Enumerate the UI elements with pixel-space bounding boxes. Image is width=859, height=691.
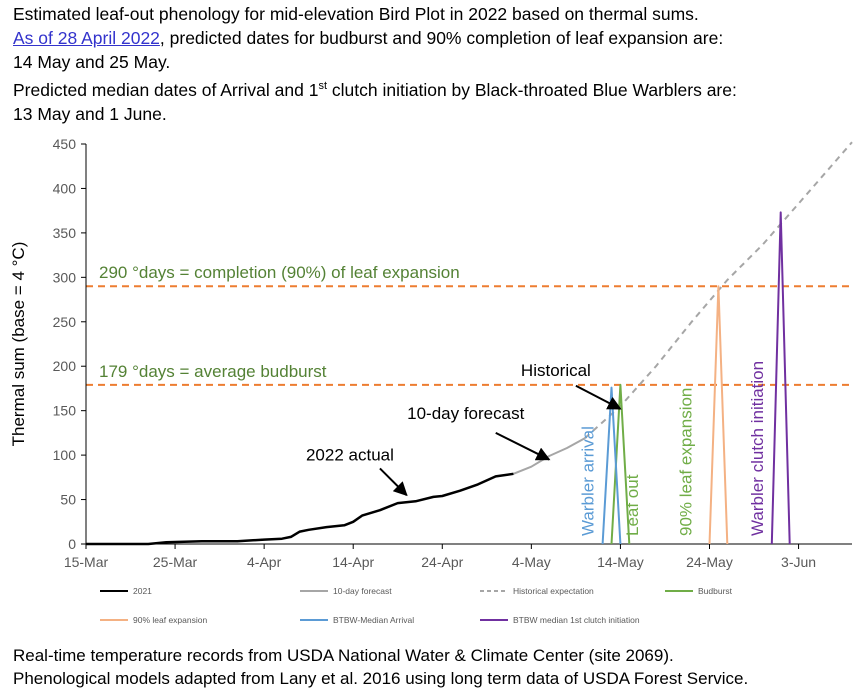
legend-label: BTBW-Median Arrival — [333, 615, 414, 625]
x-tick-label: 4-May — [512, 554, 551, 570]
annotation-label: Historical — [521, 361, 591, 380]
threshold-label: 290 °days = completion (90%) of leaf exp… — [99, 263, 460, 282]
y-tick-label: 0 — [68, 536, 76, 552]
header-line-3: 14 May and 25 May. — [13, 52, 171, 72]
y-tick-label: 200 — [53, 358, 77, 374]
thermal-sum-chart: 290 °days = completion (90%) of leaf exp… — [9, 136, 853, 625]
header-line-2-text: , predicted dates for budburst and 90% c… — [159, 28, 724, 48]
chart-labels: 2022 actual 10-day forecast Historical Warb… — [306, 361, 767, 536]
annotation-label: 10-day forecast — [407, 404, 524, 423]
legend-label: Historical expectation — [513, 586, 594, 596]
x-tick-label: 25-Mar — [153, 554, 198, 570]
series-historical-expectation — [584, 141, 853, 439]
vertical-event-label: 90% leaf expansion — [677, 388, 696, 536]
x-tick-label: 24-May — [686, 554, 733, 570]
y-tick-label: 300 — [53, 269, 77, 285]
y-tick-label: 400 — [53, 180, 77, 196]
header-line-4-superscript: st — [318, 80, 328, 92]
vertical-event-label: Warbler arrival — [579, 426, 598, 536]
legend-label: BTBW median 1st clutch initiation — [513, 615, 640, 625]
header-line-4-text-end: clutch initiation by Black-throated Blue… — [327, 79, 737, 100]
x-tick-label: 14-Apr — [332, 554, 374, 570]
series-btbw-median-1st-clutch-initiation — [770, 211, 791, 545]
footer-line-1: Real-time temperature records from USDA … — [13, 646, 674, 665]
annotation-arrow — [495, 431, 551, 461]
y-axis-title: Thermal sum (base = 4 °C) — [9, 242, 28, 447]
vertical-event-label: Warbler clutch initiation — [748, 361, 767, 536]
legend-label: 90% leaf expansion — [133, 615, 207, 625]
footer-line-2: Phenological models adapted from Lany et… — [13, 669, 749, 688]
y-tick-label: 250 — [53, 314, 77, 330]
series-2021 — [86, 472, 514, 546]
y-tick-label: 100 — [53, 447, 77, 463]
y-tick-label: 50 — [60, 492, 76, 508]
annotation-arrow — [379, 467, 408, 497]
y-tick-label: 150 — [53, 403, 77, 419]
header-line-4: Predicted median dates of Arrival and 1s… — [13, 74, 853, 102]
x-tick-label: 24-Apr — [421, 554, 463, 570]
x-tick-label: 3-Jun — [781, 554, 816, 570]
annotation-arrow — [575, 384, 622, 410]
legend-label: 2021 — [133, 586, 152, 596]
annotation-label: 2022 actual — [306, 445, 394, 464]
series-90-leaf-expansion — [708, 285, 729, 545]
chart-series — [86, 141, 853, 546]
x-tick-label: 4-Apr — [247, 554, 282, 570]
header-line-2: As of 28 April 2022, predicted dates for… — [13, 26, 853, 50]
series-btbw-median-arrival — [601, 386, 622, 545]
y-tick-label: 450 — [53, 136, 77, 152]
threshold-label: 179 °days = average budburst — [99, 362, 327, 381]
chart-footer: Real-time temperature records from USDA … — [13, 644, 853, 690]
header-line-4-text: Predicted median dates of Arrival and 1 — [13, 79, 319, 100]
as-of-date-link[interactable]: As of 28 April 2022 — [13, 28, 160, 48]
legend-label: 10-day forecast — [333, 586, 392, 596]
header-line-1: Estimated leaf-out phenology for mid-ele… — [13, 4, 699, 24]
series-10-day-forecast — [513, 437, 586, 475]
series-budburst — [610, 383, 631, 545]
header-line-5: 13 May and 1 June. — [13, 103, 167, 124]
x-tick-label: 14-May — [597, 554, 644, 570]
vertical-event-label: Leaf out — [623, 474, 642, 536]
y-tick-label: 350 — [53, 225, 77, 241]
x-tick-label: 15-Mar — [64, 554, 109, 570]
chart-grid: 290 °days = completion (90%) of leaf exp… — [86, 263, 852, 386]
chart-legend: 2021 10-day forecast Historical expectatio… — [100, 586, 733, 625]
legend-label: Budburst — [698, 586, 733, 596]
chart-header: Estimated leaf-out phenology for mid-ele… — [13, 2, 853, 126]
chart-axes: 0 50 100 150 200 250 300 350 400 450 15-Mar 25-Mar 4… — [9, 136, 852, 570]
